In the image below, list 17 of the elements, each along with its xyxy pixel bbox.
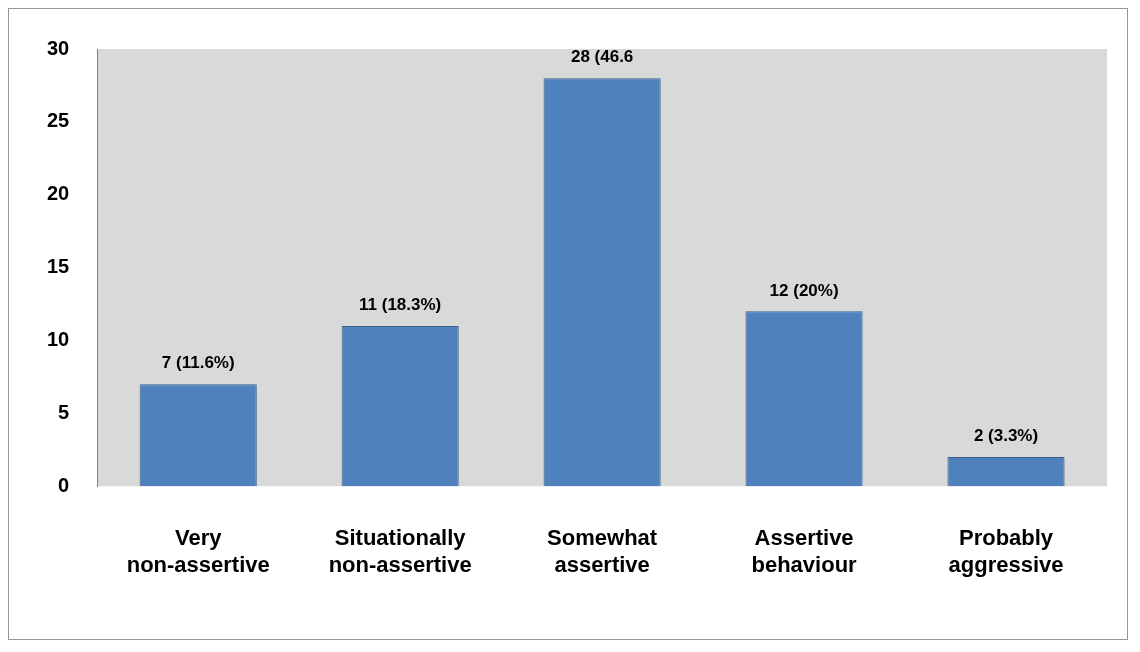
- data-label: 2 (3.3%): [973, 426, 1039, 446]
- y-tick-label: 0: [58, 473, 70, 496]
- y-tick-label: 5: [58, 400, 70, 423]
- y-tick-label: 25: [47, 109, 70, 132]
- data-label: 28 (46.6: [570, 47, 634, 67]
- x-tick-label: Probably aggressive: [948, 525, 1064, 577]
- y-tick-label: 10: [47, 327, 70, 350]
- data-label: 12 (20%): [769, 280, 839, 300]
- x-tick-label: Situationally non-assertive: [328, 525, 472, 577]
- y-tick-label: 30: [47, 36, 70, 59]
- data-label: 11 (18.3%): [359, 295, 442, 315]
- x-tick-label: Assertive behaviour: [751, 525, 858, 577]
- x-tick-label: Somewhat assertive: [547, 525, 658, 577]
- y-tick-label: 20: [47, 182, 70, 205]
- x-tick-label: Very non-assertive: [126, 525, 270, 577]
- y-tick-label: 15: [47, 255, 70, 278]
- data-label: 7 (11.6%): [161, 353, 235, 373]
